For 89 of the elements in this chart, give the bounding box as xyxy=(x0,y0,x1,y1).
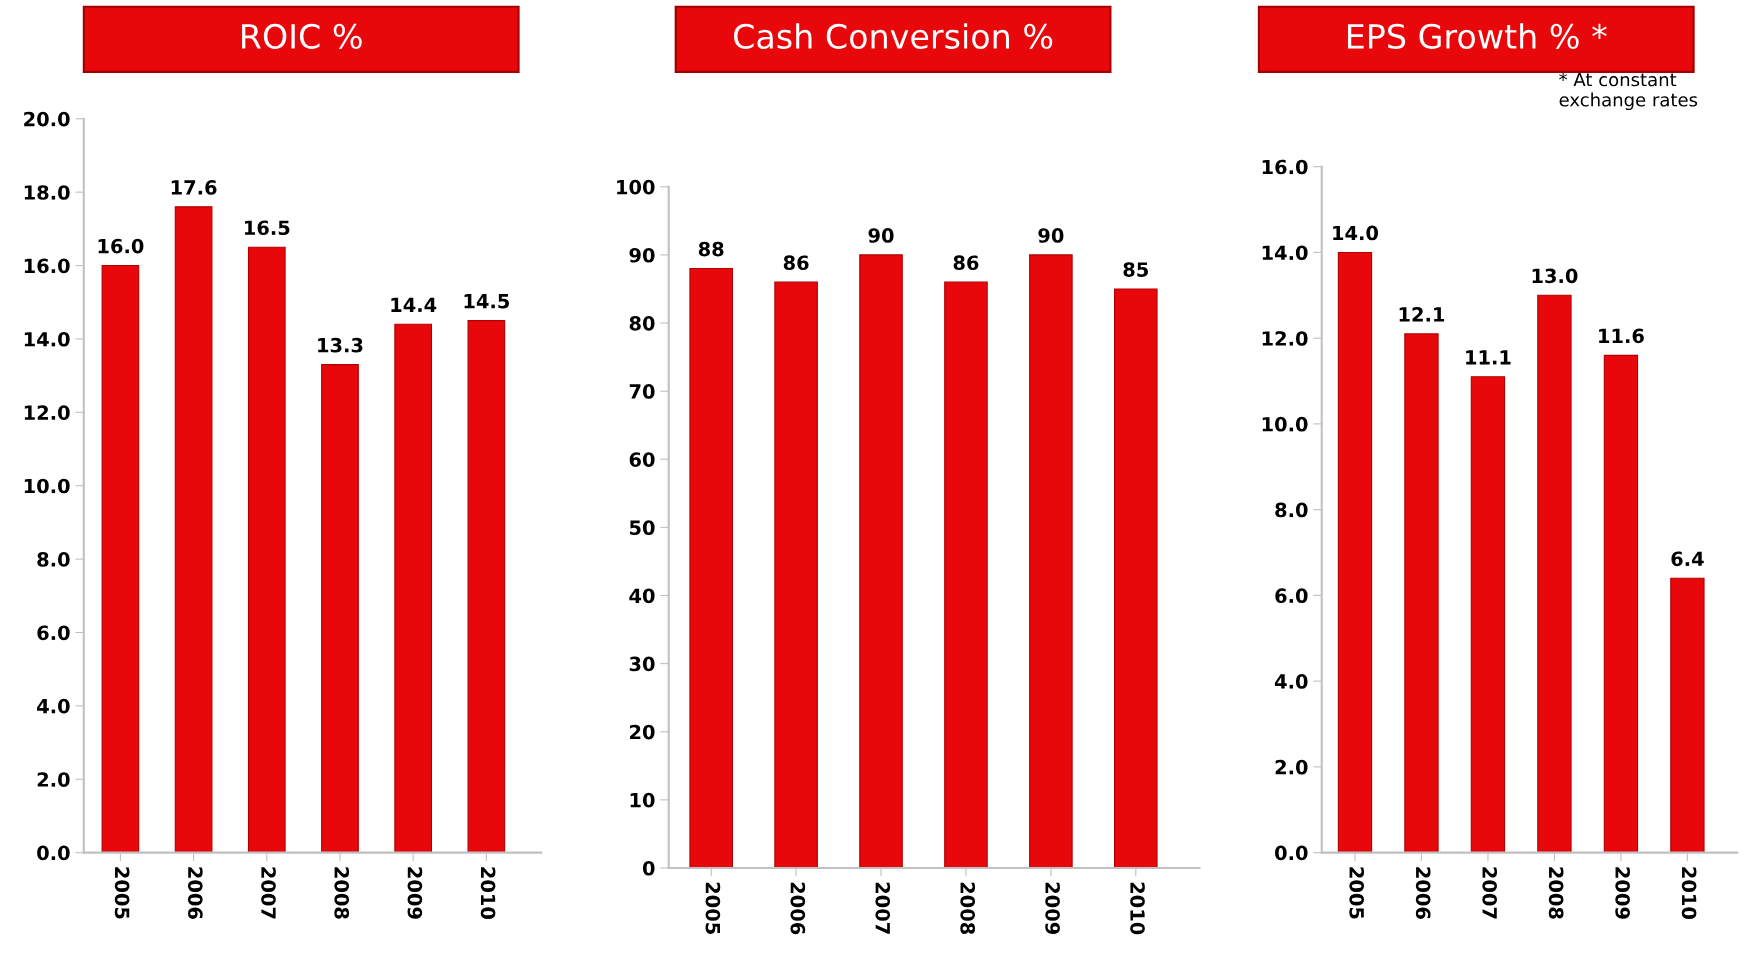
data-label: 16.0 xyxy=(98,238,144,254)
y-tick-label: 8.0 xyxy=(37,552,70,567)
x-tick-label: 2010 xyxy=(1681,867,1697,919)
y-tick-label: 70 xyxy=(629,384,655,399)
bar xyxy=(1114,288,1158,868)
x-tick-label: 2010 xyxy=(480,867,496,919)
data-label: 14.4 xyxy=(391,297,437,312)
y-tick-label: 18.0 xyxy=(24,185,70,200)
data-label: 88 xyxy=(698,241,724,257)
y-tick-label: 0.0 xyxy=(37,845,70,861)
data-label: 90 xyxy=(868,228,894,243)
x-tick-label: 2009 xyxy=(1615,867,1630,919)
y-tick-label: 4.0 xyxy=(37,698,70,714)
x-tick-label: 2005 xyxy=(114,867,130,919)
bar xyxy=(467,320,506,853)
y-tick-label: 8.0 xyxy=(1275,502,1308,518)
data-label: 16.5 xyxy=(245,220,290,236)
y-tick-label: 12.0 xyxy=(24,405,70,420)
bar xyxy=(1470,376,1506,853)
y-tick-label: 16.0 xyxy=(24,258,70,274)
x-tick-label: 2010 xyxy=(1130,882,1145,935)
bar xyxy=(321,364,359,853)
y-tick-label: 60 xyxy=(629,452,655,467)
y-tick-label: 10 xyxy=(630,792,655,808)
bar xyxy=(101,265,140,853)
x-tick-label: 2005 xyxy=(705,882,721,934)
x-tick-label: 2006 xyxy=(187,867,203,919)
y-tick-label: 4.0 xyxy=(1274,674,1308,689)
y-tick-label: 100 xyxy=(617,179,655,195)
y-tick-label: 0.0 xyxy=(1275,845,1308,861)
y-tick-label: 2.0 xyxy=(1275,759,1308,775)
x-tick-label: 2008 xyxy=(960,882,976,935)
bar xyxy=(394,323,433,853)
data-label: 11.1 xyxy=(1466,350,1511,365)
y-tick-label: 6.0 xyxy=(37,625,70,641)
x-tick-label: 2008 xyxy=(1548,867,1564,919)
chart-title: Cash Conversion % xyxy=(733,23,1053,49)
bar xyxy=(1537,294,1572,853)
data-label: 13.0 xyxy=(1532,268,1578,284)
bar xyxy=(1404,333,1439,853)
x-tick-label: 2006 xyxy=(790,882,806,935)
bar xyxy=(174,206,213,853)
x-tick-label: 2006 xyxy=(1415,867,1431,919)
data-label: 14.0 xyxy=(1333,225,1379,241)
y-tick-label: 40 xyxy=(629,588,655,604)
data-label: 86 xyxy=(953,255,979,271)
chart-title: EPS Growth % * xyxy=(1347,23,1607,49)
data-label: 90 xyxy=(1038,228,1064,243)
bar xyxy=(1603,354,1639,853)
y-tick-label: 30 xyxy=(629,656,655,672)
y-tick-label: 10.0 xyxy=(1262,416,1308,432)
bar xyxy=(1337,251,1373,853)
x-tick-label: 2008 xyxy=(334,867,350,919)
x-tick-label: 2009 xyxy=(407,867,423,919)
data-label: 85 xyxy=(1123,262,1148,277)
y-tick-label: 6.0 xyxy=(1275,588,1308,604)
y-tick-label: 10.0 xyxy=(24,478,70,494)
bar xyxy=(1670,577,1705,853)
bar xyxy=(689,267,733,868)
y-tick-label: 14.0 xyxy=(24,331,70,347)
x-tick-label: 2007 xyxy=(875,882,891,934)
y-tick-label: 2.0 xyxy=(37,772,70,787)
bar xyxy=(1029,254,1073,868)
data-label: 6.4 xyxy=(1671,551,1704,567)
data-label: 11.6 xyxy=(1599,328,1644,344)
y-tick-label: 0 xyxy=(642,860,655,876)
bar xyxy=(247,246,286,853)
y-tick-label: 20.0 xyxy=(24,111,70,127)
data-label: 13.3 xyxy=(318,337,363,353)
x-tick-label: 2007 xyxy=(261,867,276,919)
y-tick-label: 80 xyxy=(629,315,655,331)
x-tick-label: 2009 xyxy=(1045,882,1060,935)
y-tick-label: 12.0 xyxy=(1262,331,1308,346)
text: * At constant exchange rates xyxy=(1559,72,1698,111)
chart-title: ROIC % xyxy=(242,23,362,49)
y-tick-label: 16.0 xyxy=(1262,159,1308,175)
data-label: 12.1 xyxy=(1399,307,1445,322)
bar xyxy=(944,281,988,868)
x-tick-label: 2005 xyxy=(1349,867,1365,919)
data-label: 17.6 xyxy=(171,180,217,195)
y-tick-label: 50 xyxy=(629,520,655,536)
bar xyxy=(774,281,818,868)
x-tick-label: 2007 xyxy=(1482,867,1498,919)
data-label: 14.5 xyxy=(464,294,509,309)
y-tick-label: 90 xyxy=(629,247,655,263)
bar xyxy=(859,254,903,868)
data-label: 86 xyxy=(783,255,809,271)
y-tick-label: 20 xyxy=(630,724,655,740)
y-tick-label: 14.0 xyxy=(1262,245,1308,261)
